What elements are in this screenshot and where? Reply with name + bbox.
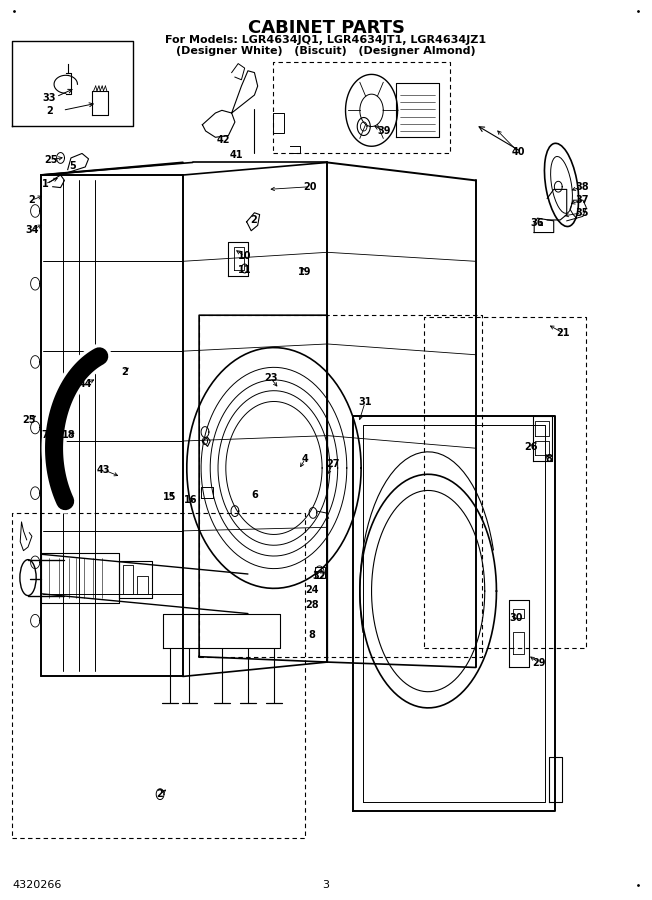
- Text: 10: 10: [238, 251, 252, 261]
- Text: 2: 2: [121, 367, 128, 377]
- Text: CABINET PARTS: CABINET PARTS: [248, 19, 404, 37]
- Text: 25: 25: [23, 415, 36, 426]
- Text: 25: 25: [45, 155, 58, 165]
- Text: 27: 27: [326, 459, 339, 470]
- Text: 2: 2: [29, 195, 35, 205]
- Text: 2: 2: [250, 215, 256, 225]
- Text: 21: 21: [557, 328, 570, 338]
- Text: 42: 42: [216, 135, 230, 145]
- Text: 8: 8: [308, 630, 315, 640]
- Text: 19: 19: [299, 267, 312, 277]
- Text: 30: 30: [509, 613, 523, 623]
- Text: 4: 4: [302, 454, 308, 464]
- Text: 15: 15: [163, 491, 177, 501]
- Text: 34: 34: [25, 225, 38, 235]
- Text: 18: 18: [62, 429, 76, 440]
- Text: 1: 1: [42, 179, 48, 189]
- Text: 23: 23: [264, 374, 278, 383]
- Text: 37: 37: [575, 195, 589, 205]
- Text: 43: 43: [96, 464, 110, 475]
- Text: 11: 11: [238, 266, 252, 275]
- Text: 36: 36: [531, 218, 544, 228]
- Text: 38: 38: [575, 182, 589, 192]
- Text: 8: 8: [546, 454, 553, 464]
- Text: 6: 6: [251, 490, 258, 500]
- Text: 35: 35: [575, 208, 589, 218]
- Text: 41: 41: [230, 150, 243, 160]
- Text: For Models: LGR4634JQ1, LGR4634JT1, LGR4634JZ1: For Models: LGR4634JQ1, LGR4634JT1, LGR4…: [166, 35, 486, 45]
- Text: 32: 32: [313, 571, 326, 580]
- Text: 3: 3: [323, 880, 329, 890]
- Text: 16: 16: [184, 495, 198, 505]
- Text: 33: 33: [43, 93, 56, 103]
- Text: 44: 44: [78, 380, 92, 390]
- Text: 2: 2: [46, 106, 53, 116]
- Text: 20: 20: [304, 182, 317, 192]
- Text: (Designer White)   (Biscuit)   (Designer Almond): (Designer White) (Biscuit) (Designer Alm…: [176, 46, 476, 56]
- Text: 39: 39: [378, 126, 391, 136]
- Text: 26: 26: [524, 442, 538, 453]
- Text: 40: 40: [511, 147, 525, 157]
- Text: 24: 24: [305, 585, 318, 595]
- Text: 7: 7: [42, 429, 48, 440]
- Text: 28: 28: [305, 599, 318, 609]
- Text: 4320266: 4320266: [12, 880, 62, 890]
- Text: 29: 29: [533, 658, 546, 668]
- Text: 5: 5: [69, 161, 76, 171]
- Text: 31: 31: [359, 398, 372, 408]
- Text: 2: 2: [156, 789, 164, 799]
